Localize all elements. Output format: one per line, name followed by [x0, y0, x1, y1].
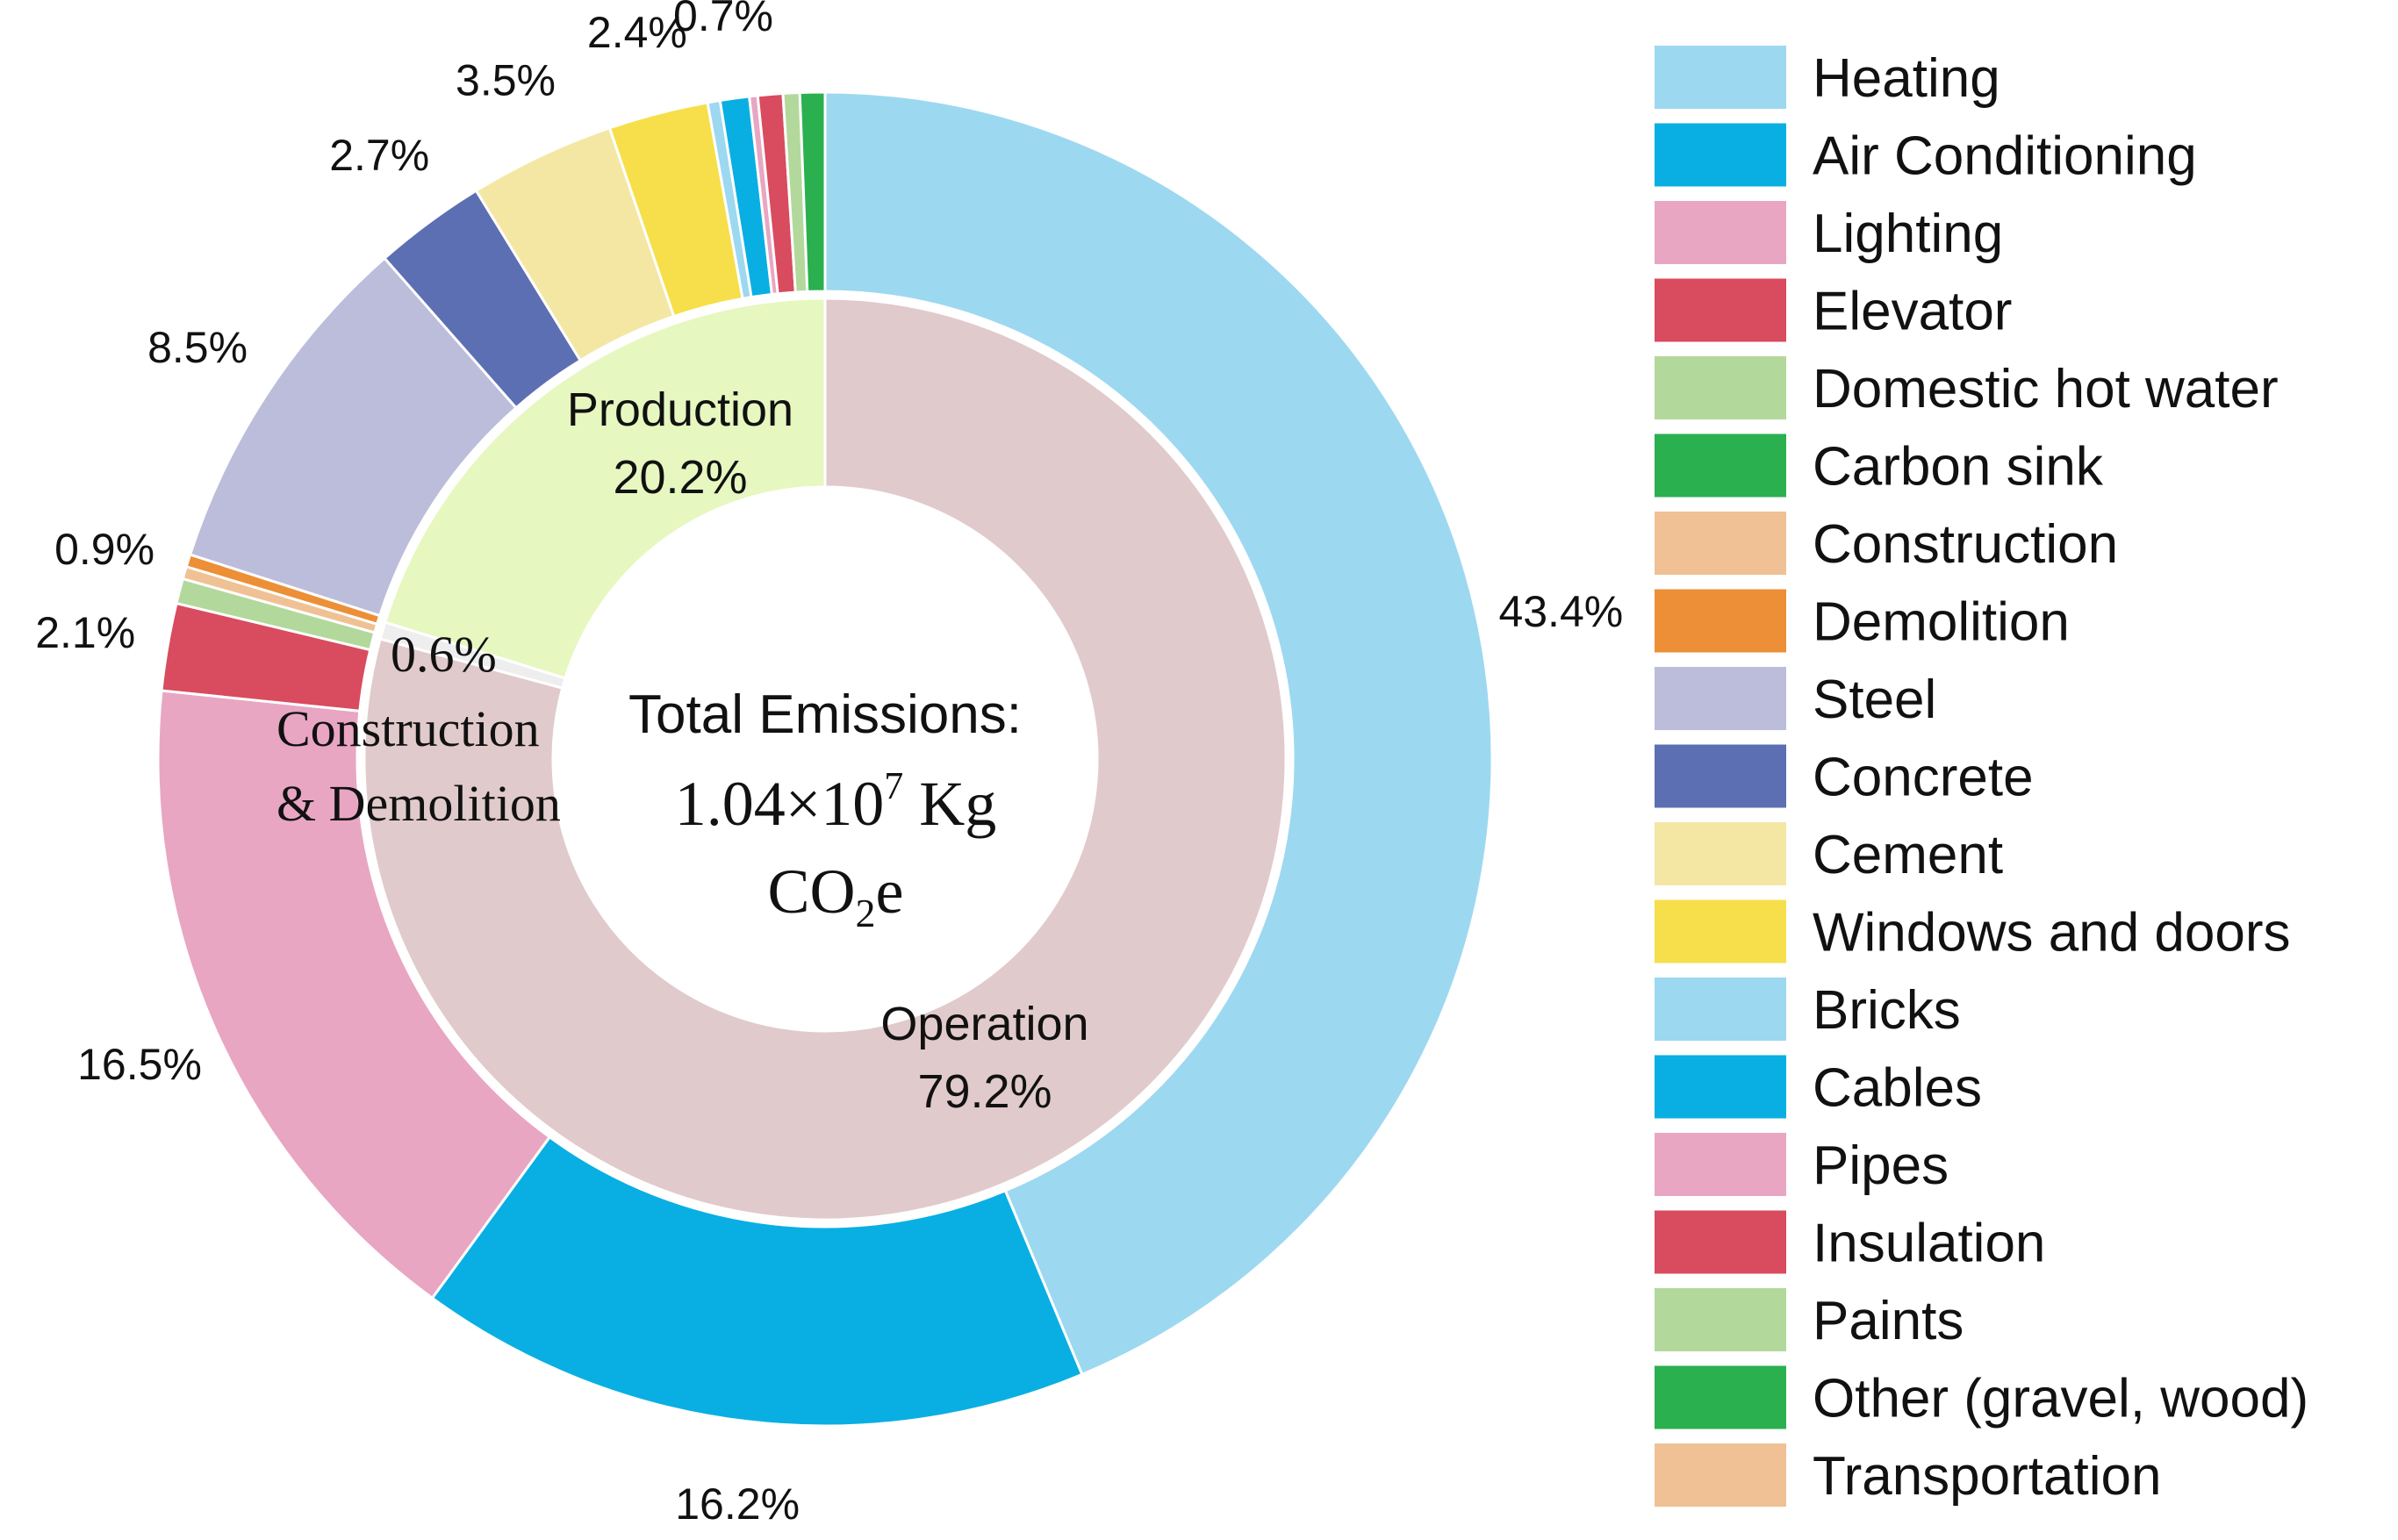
legend-swatch-concrete [1655, 744, 1786, 808]
legend-label-demolition: Demolition [1813, 592, 2070, 653]
center-co: CO [768, 856, 856, 927]
outer-label-windows-and-doors: 2.4% [587, 8, 687, 57]
inner-label-cd-value: 0.6% [391, 626, 497, 683]
legend-swatch-insulation [1655, 1210, 1786, 1274]
legend-label-insulation: Insulation [1813, 1214, 2045, 1274]
legend-swatch-carbon-sink [1655, 433, 1786, 498]
legend-label-steel: Steel [1813, 670, 1936, 730]
center-value-times: × [786, 769, 822, 839]
center-co-sub: 2 [856, 891, 876, 935]
legend-label-windows-and-doors: Windows and doors [1813, 903, 2291, 963]
legend-swatch-domestic-hot-water [1655, 356, 1786, 419]
legend-swatch-lighting [1655, 201, 1786, 264]
inner-ring [363, 297, 1288, 1221]
legend-label-paints: Paints [1813, 1291, 1964, 1351]
legend-label-other-gravel-wood: Other (gravel, wood) [1813, 1369, 2308, 1429]
outer-ring [156, 90, 1494, 1428]
center-value-base: 10 [821, 769, 884, 839]
legend-swatch-cement [1655, 822, 1786, 885]
legend-label-domestic-hot-water: Domestic hot water [1813, 359, 2279, 419]
outer-label-cables: 0.7% [673, 0, 773, 40]
center-value-mantissa: 1.04 [675, 769, 786, 839]
outer-label-air-conditioning: 16.2% [675, 1479, 800, 1529]
legend: Heating Air Conditioning Lighting Elevator D… [1655, 46, 2308, 1507]
center-co-e: e [876, 856, 904, 927]
legend-label-air-conditioning: Air Conditioning [1813, 126, 2197, 187]
outer-label-construction: 0.9% [54, 525, 154, 574]
inner-label-cd-name-line2: & Demolition [276, 775, 561, 832]
outer-slice-heating [823, 90, 1494, 1377]
inner-slice-operation [363, 297, 1288, 1221]
outer-label-lighting: 16.5% [77, 1040, 202, 1089]
legend-label-concrete: Concrete [1813, 748, 2034, 808]
inner-label-production-name: Production [567, 383, 793, 436]
inner-slice-production [383, 297, 827, 680]
center-unit-co2e: CO2e [768, 856, 904, 935]
inner-label-operation-value: 79.2% [917, 1065, 1052, 1118]
legend-label-transportation: Transportation [1813, 1446, 2161, 1507]
center-total-value: 1.04×107 Kg [675, 764, 997, 839]
legend-swatch-windows-and-doors [1655, 899, 1786, 963]
legend-label-cables: Cables [1813, 1058, 1982, 1119]
outer-label-cement: 3.5% [456, 55, 556, 104]
outer-label-concrete: 2.7% [329, 131, 429, 180]
legend-swatch-heating [1655, 46, 1786, 109]
legend-swatch-steel [1655, 667, 1786, 730]
legend-swatch-air-conditioning [1655, 123, 1786, 187]
center-value-unit: Kg [919, 769, 996, 839]
center-value-exponent: 7 [884, 764, 903, 807]
inner-label-cd-name-line1: Construction [276, 700, 540, 757]
legend-swatch-other-gravel-wood [1655, 1365, 1786, 1429]
outer-labels: 43.4%16.2%16.5%2.1%0.9%8.5%2.7%3.5%2.4%0… [35, 0, 1623, 1529]
outer-slice-lighting [156, 689, 552, 1300]
outer-slice-air-conditioning [430, 1135, 1084, 1428]
center-title: Total Emissions: [628, 684, 1022, 745]
legend-swatch-transportation [1655, 1443, 1786, 1507]
legend-label-heating: Heating [1813, 48, 2000, 109]
legend-swatch-construction [1655, 512, 1786, 575]
legend-label-lighting: Lighting [1813, 204, 2003, 264]
legend-swatch-bricks [1655, 978, 1786, 1041]
legend-label-elevator: Elevator [1813, 282, 2012, 342]
legend-swatch-pipes [1655, 1133, 1786, 1196]
legend-label-bricks: Bricks [1813, 980, 1961, 1041]
outer-label-heating: 43.4% [1498, 587, 1623, 636]
legend-label-carbon-sink: Carbon sink [1813, 437, 2104, 498]
inner-label-production-value: 20.2% [613, 451, 747, 504]
legend-label-cement: Cement [1813, 825, 2003, 885]
inner-label-operation-name: Operation [880, 998, 1088, 1050]
outer-label-elevator: 2.1% [35, 608, 135, 657]
legend-swatch-elevator [1655, 278, 1786, 342]
legend-swatch-demolition [1655, 589, 1786, 653]
legend-swatch-cables [1655, 1055, 1786, 1119]
legend-label-pipes: Pipes [1813, 1135, 1949, 1196]
legend-swatch-paints [1655, 1288, 1786, 1351]
outer-label-steel: 8.5% [147, 323, 248, 372]
outer-slice-other-gravel-wood [798, 90, 827, 293]
legend-label-construction: Construction [1813, 514, 2118, 575]
